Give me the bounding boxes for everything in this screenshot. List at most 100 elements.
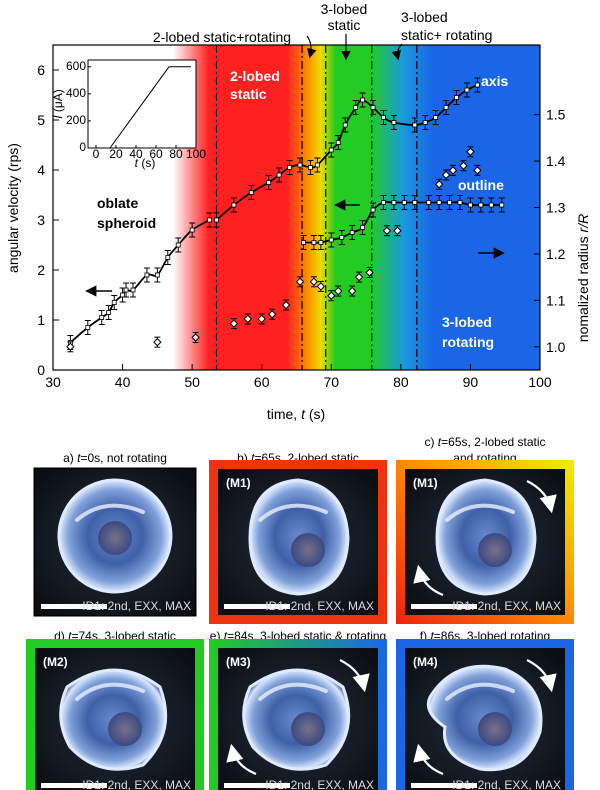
y2-tick-label: 1.2 (546, 246, 566, 262)
x-tick-label: 40 (115, 374, 131, 390)
x-axis: 30 40 50 60 70 80 90 100 (45, 364, 552, 390)
panel-time-var: t (68, 629, 72, 643)
label-oblate-line1: oblate (97, 195, 138, 211)
data-point-velocity (468, 202, 473, 208)
inset-x-label: t (s) (135, 156, 156, 170)
data-point-velocity (474, 82, 480, 88)
y-tick-label: 6 (37, 62, 45, 78)
x-tick-label: 30 (45, 374, 61, 390)
panel-time-var: t (438, 435, 442, 449)
panel-caption: c) t=65s, 2-lobed static (424, 435, 545, 449)
data-point-radius (365, 268, 374, 277)
y-axis-label: angular velocity (rps) (5, 143, 21, 273)
data-point-radius (281, 300, 291, 310)
data-point-radius (316, 282, 326, 291)
data-point-velocity (353, 105, 359, 110)
panel-mode-tag: (M3) (226, 655, 251, 669)
data-point-velocity (433, 115, 439, 120)
annotation-3lobed-rotating-line2: static+ rotating (401, 27, 492, 43)
data-point-velocity (457, 200, 463, 205)
data-point-velocity (165, 255, 171, 260)
panel-mode-tag: (M1) (226, 476, 251, 490)
data-point-velocity (207, 217, 212, 223)
data-point-radius (441, 170, 451, 180)
scale-bar (411, 783, 477, 788)
scale-bar-info: ID1: 2nd, EXX, MAX (452, 599, 561, 613)
y-tick-label: 2 (37, 262, 45, 278)
data-point-velocity (370, 105, 376, 110)
droplet-core (98, 521, 132, 555)
data-point-velocity (381, 115, 386, 120)
panel-time-var: t (77, 451, 81, 465)
y2-tick-label: 1.5 (546, 107, 566, 123)
data-point-velocity (349, 230, 355, 235)
panel-time-var: t (430, 629, 434, 643)
data-point-radius (295, 277, 305, 286)
panel-letter: a) (63, 451, 77, 465)
current-inset: 0 20 40 60 80 100 0 200 400 600 t (s) I (μA) (51, 59, 206, 170)
label-3lobed-rotating-line1: 3-lobed (442, 314, 492, 330)
annotation-3lobed-static-line1: 3-lobed (321, 1, 368, 17)
y2-tick-label: 1.3 (546, 200, 566, 216)
data-point-velocity (123, 287, 129, 293)
data-point-velocity (464, 87, 470, 93)
data-point-velocity (111, 300, 117, 305)
data-point-velocity (248, 190, 254, 195)
data-point-radius (191, 333, 200, 342)
x-tick-label: 60 (254, 374, 270, 390)
data-point-radius (257, 314, 266, 324)
data-point-radius (229, 319, 239, 328)
data-point-velocity (144, 272, 150, 278)
droplet-core (291, 533, 325, 567)
rotation-arrow (413, 564, 444, 597)
inset-y-tick-label: 600 (66, 59, 86, 73)
data-point-radius (354, 272, 364, 282)
data-point-velocity (214, 217, 219, 223)
data-point-velocity (335, 140, 341, 145)
data-point-radius (309, 277, 319, 286)
data-point-radius (66, 342, 75, 351)
x-tick-label: 70 (323, 374, 339, 390)
data-point-velocity (314, 162, 320, 168)
data-point-velocity (360, 225, 365, 230)
y-axis: 0 1 2 3 4 5 6 (37, 62, 59, 378)
panel-time-var: t (224, 629, 228, 643)
data-point-velocity (231, 202, 237, 208)
data-point-velocity (412, 200, 418, 205)
annotation-arrow-2lobed (306, 35, 317, 59)
data-point-velocity (381, 200, 386, 205)
y2-axis-label: nomalized radius r/R (575, 214, 591, 342)
data-point-velocity (391, 200, 397, 205)
data-point-velocity (297, 162, 303, 168)
data-point-velocity (342, 122, 348, 128)
panel-mode-tag: (M2) (43, 655, 68, 669)
data-point-velocity (276, 172, 282, 178)
label-axis: axis (481, 73, 508, 89)
data-point-radius (459, 161, 468, 170)
scale-bar (41, 783, 107, 788)
label-outline: outline (458, 177, 504, 193)
annotation-3lobed-static-line2: static (328, 17, 361, 33)
data-point-velocity (401, 200, 407, 205)
inset-current-line (96, 66, 191, 149)
droplet-highlight (258, 503, 328, 522)
data-point-radius (382, 226, 392, 235)
y2-tick-label: 1.4 (546, 153, 566, 169)
scale-bar (224, 604, 290, 609)
panel-letter: c) (424, 435, 437, 449)
droplet-highlight (445, 682, 515, 701)
data-point-velocity (328, 147, 334, 153)
data-point-radius (473, 166, 482, 175)
x-axis-label: time, t (s) (267, 406, 325, 422)
y-tick-label: 5 (37, 112, 45, 128)
panel-time-desc: =0s, not rotating (80, 451, 166, 465)
data-point-radius (347, 286, 357, 296)
data-point-radius (153, 337, 162, 347)
x-tick-label: 80 (393, 374, 409, 390)
data-point-velocity (391, 120, 397, 125)
inset-x-tick-label: 100 (186, 147, 206, 161)
data-point-velocity (120, 292, 125, 298)
inset-x-tick-label: 80 (169, 147, 183, 161)
